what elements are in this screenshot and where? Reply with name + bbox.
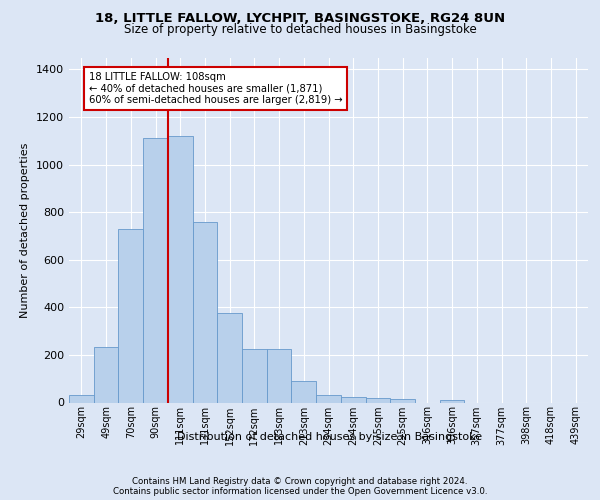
Text: Size of property relative to detached houses in Basingstoke: Size of property relative to detached ho… — [124, 22, 476, 36]
Bar — [193, 222, 217, 402]
Text: 18, LITTLE FALLOW, LYCHPIT, BASINGSTOKE, RG24 8UN: 18, LITTLE FALLOW, LYCHPIT, BASINGSTOKE,… — [95, 12, 505, 26]
Text: Contains HM Land Registry data © Crown copyright and database right 2024.: Contains HM Land Registry data © Crown c… — [132, 478, 468, 486]
Bar — [69, 396, 94, 402]
Bar — [390, 399, 415, 402]
Bar — [440, 400, 464, 402]
Y-axis label: Number of detached properties: Number of detached properties — [20, 142, 31, 318]
Text: 18 LITTLE FALLOW: 108sqm
← 40% of detached houses are smaller (1,871)
60% of sem: 18 LITTLE FALLOW: 108sqm ← 40% of detach… — [89, 72, 343, 105]
Bar — [143, 138, 168, 402]
Bar — [94, 346, 118, 403]
Bar — [292, 381, 316, 402]
Text: Contains public sector information licensed under the Open Government Licence v3: Contains public sector information licen… — [113, 488, 487, 496]
Bar — [168, 136, 193, 402]
Bar — [267, 349, 292, 403]
Bar — [217, 314, 242, 402]
Bar — [316, 396, 341, 402]
Bar — [341, 396, 365, 402]
Text: Distribution of detached houses by size in Basingstoke: Distribution of detached houses by size … — [178, 432, 482, 442]
Bar — [242, 349, 267, 403]
Bar — [365, 398, 390, 402]
Bar — [118, 229, 143, 402]
